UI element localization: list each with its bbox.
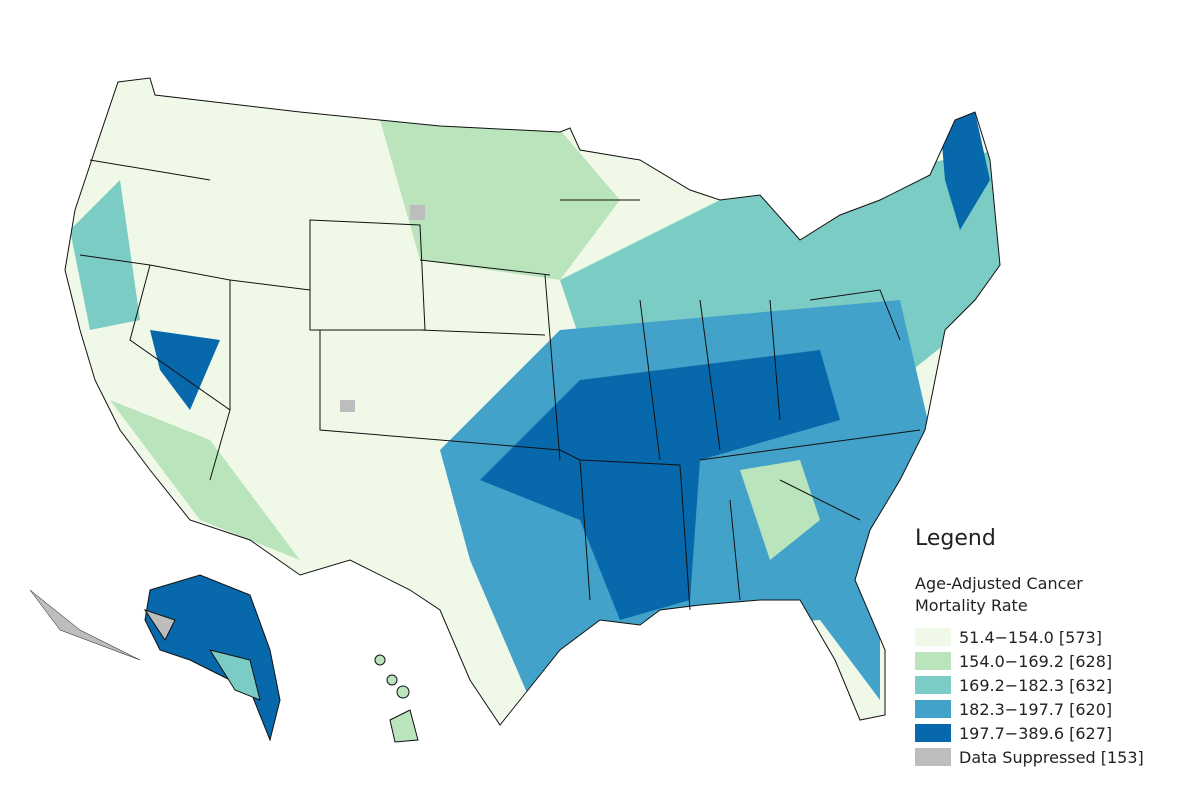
legend-swatch [915,748,951,766]
state-borders [64,77,1001,726]
legend-label: 51.4−154.0 [573] [959,627,1102,647]
legend-swatch [915,724,951,742]
legend-item: 197.7−389.6 [627] [915,721,1175,745]
legend-label: 197.7−389.6 [627] [959,723,1113,743]
legend-swatch [915,652,951,670]
legend-item: Data Suppressed [153] [915,745,1175,769]
legend-title: Legend [915,526,996,551]
legend-item: 169.2−182.3 [632] [915,673,1175,697]
alaska [29,574,281,742]
legend-label: 154.0−169.2 [628] [959,651,1113,671]
legend-item: 154.0−169.2 [628] [915,649,1175,673]
legend-swatch [915,700,951,718]
hawaii [374,654,419,743]
legend-swatch [915,628,951,646]
legend-label: Data Suppressed [153] [959,747,1144,767]
legend-label: 169.2−182.3 [632] [959,675,1113,695]
legend-item: 51.4−154.0 [573] [915,625,1175,649]
legend-item: 182.3−197.7 [620] [915,697,1175,721]
legend-subtitle: Age-Adjusted Cancer Mortality Rate [915,574,1083,615]
legend-swatch [915,676,951,694]
legend-items: 51.4−154.0 [573] 154.0−169.2 [628] 169.2−1… [915,625,1175,769]
legend-label: 182.3−197.7 [620] [959,699,1113,719]
legend: Legend Age-Adjusted Cancer Mortality Rat… [915,526,1175,769]
